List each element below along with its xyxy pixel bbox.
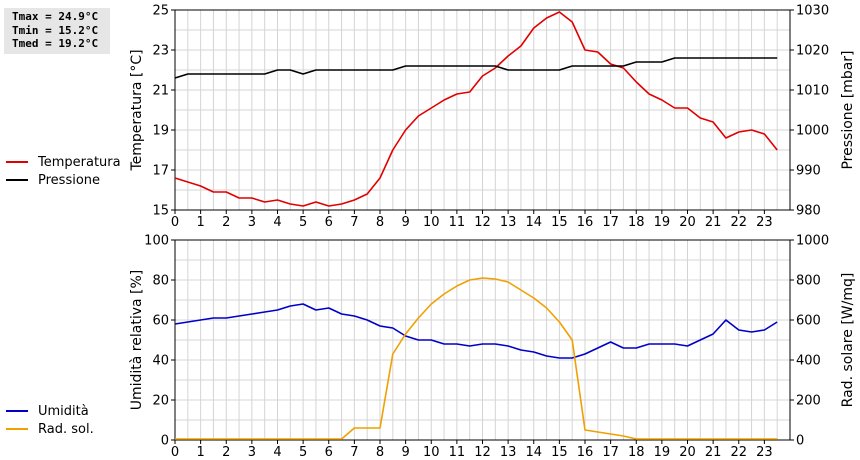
x-tick-label: 13: [500, 445, 517, 460]
y2-axis-title: Pressione [mbar]: [840, 50, 856, 169]
legend-swatch-umidita: [6, 410, 28, 412]
y-tick-label: 0: [161, 434, 169, 449]
legend-swatch-rad-sol: [6, 428, 28, 430]
tmax-stat: Tmax = 24.9°C: [12, 10, 99, 23]
x-tick-label: 17: [602, 215, 619, 230]
y-tick-label: 19: [152, 124, 169, 139]
legend-label-rad-sol: Rad. sol.: [38, 421, 94, 437]
x-tick-label: 15: [551, 215, 568, 230]
x-tick-label: 7: [350, 445, 358, 460]
legend-top: Temperatura Pressione: [6, 153, 121, 189]
x-tick-label: 6: [325, 445, 333, 460]
y-tick-label: 60: [152, 314, 169, 329]
tmed-stat: Tmed = 19.2°C: [12, 37, 99, 50]
legend-label-temperatura: Temperatura: [38, 154, 121, 170]
y-tick-label: 25: [152, 4, 169, 19]
x-tick-label: 1: [196, 215, 204, 230]
x-tick-label: 0: [171, 215, 179, 230]
y-axis-title: Temperatura [°C]: [129, 49, 145, 171]
series-line-temperatura: [174, 11, 778, 207]
x-tick-label: 18: [628, 445, 645, 460]
y2-tick-label: 0: [796, 434, 804, 449]
x-tick-label: 21: [705, 215, 722, 230]
x-tick-label: 10: [423, 445, 440, 460]
y-tick-label: 17: [152, 164, 169, 179]
x-tick-label: 12: [474, 215, 491, 230]
y2-tick-label: 990: [796, 164, 821, 179]
x-tick-label: 7: [350, 215, 358, 230]
y-tick-label: 40: [152, 354, 169, 369]
x-tick-label: 2: [222, 215, 230, 230]
y2-tick-label: 1000: [796, 234, 829, 249]
y2-tick-label: 1000: [796, 124, 829, 139]
x-tick-label: 9: [401, 445, 409, 460]
x-tick-label: 22: [730, 215, 747, 230]
legend-item-umidita: Umidità: [6, 402, 94, 420]
x-tick-label: 23: [756, 445, 773, 460]
x-tick-label: 0: [171, 445, 179, 460]
series-line-pressione: [174, 57, 778, 79]
x-tick-label: 16: [577, 445, 594, 460]
x-tick-label: 2: [222, 445, 230, 460]
x-tick-label: 23: [756, 215, 773, 230]
x-tick-label: 13: [500, 215, 517, 230]
y2-axis-title: Rad. solare [W/mq]: [840, 273, 856, 408]
legend-swatch-pressione: [6, 179, 28, 181]
x-tick-label: 20: [679, 445, 696, 460]
x-tick-label: 3: [248, 215, 256, 230]
x-tick-label: 8: [376, 445, 384, 460]
series-line-umidit: [174, 303, 778, 359]
x-tick-label: 12: [474, 445, 491, 460]
x-tick-label: 21: [705, 445, 722, 460]
x-tick-label: 17: [602, 445, 619, 460]
x-tick-label: 16: [577, 215, 594, 230]
y-tick-label: 23: [152, 44, 169, 59]
legend-bottom: Umidità Rad. sol.: [6, 402, 94, 438]
y2-tick-label: 600: [796, 314, 821, 329]
legend-label-pressione: Pressione: [38, 172, 101, 188]
y2-tick-label: 800: [796, 274, 821, 289]
y-tick-label: 21: [152, 84, 169, 99]
y-axis-title: Umidità relativa [%]: [129, 270, 145, 411]
stats-box: Tmax = 24.9°C Tmin = 15.2°C Tmed = 19.2°…: [4, 8, 110, 54]
x-tick-label: 14: [525, 445, 542, 460]
y2-tick-label: 1030: [796, 4, 829, 19]
y2-tick-label: 1010: [796, 84, 829, 99]
y-tick-label: 100: [144, 234, 169, 249]
x-tick-label: 4: [273, 445, 281, 460]
x-tick-label: 15: [551, 445, 568, 460]
legend-item-pressione: Pressione: [6, 171, 121, 189]
x-tick-label: 11: [449, 445, 466, 460]
x-tick-label: 18: [628, 215, 645, 230]
tmin-stat: Tmin = 15.2°C: [12, 23, 99, 37]
legend-swatch-temperatura: [6, 161, 28, 163]
y2-tick-label: 1020: [796, 44, 829, 59]
x-tick-label: 19: [654, 445, 671, 460]
x-tick-label: 20: [679, 215, 696, 230]
legend-item-rad-sol: Rad. sol.: [6, 420, 94, 438]
x-tick-label: 10: [423, 215, 440, 230]
legend-label-umidita: Umidità: [38, 403, 89, 419]
series-line-rad-sol: [175, 277, 778, 440]
x-tick-label: 22: [730, 445, 747, 460]
y-tick-label: 15: [152, 204, 169, 219]
x-tick-label: 19: [654, 215, 671, 230]
y2-tick-label: 200: [796, 394, 821, 409]
y-tick-label: 80: [152, 274, 169, 289]
x-tick-label: 5: [299, 215, 307, 230]
x-tick-label: 14: [525, 215, 542, 230]
legend-item-temperatura: Temperatura: [6, 153, 121, 171]
x-tick-label: 9: [401, 215, 409, 230]
y2-tick-label: 980: [796, 204, 821, 219]
x-tick-label: 3: [248, 445, 256, 460]
x-tick-label: 5: [299, 445, 307, 460]
y2-tick-label: 400: [796, 354, 821, 369]
x-tick-label: 11: [449, 215, 466, 230]
x-tick-label: 6: [325, 215, 333, 230]
y-tick-label: 20: [152, 394, 169, 409]
x-tick-label: 4: [273, 215, 281, 230]
x-tick-label: 1: [196, 445, 204, 460]
x-tick-label: 8: [376, 215, 384, 230]
